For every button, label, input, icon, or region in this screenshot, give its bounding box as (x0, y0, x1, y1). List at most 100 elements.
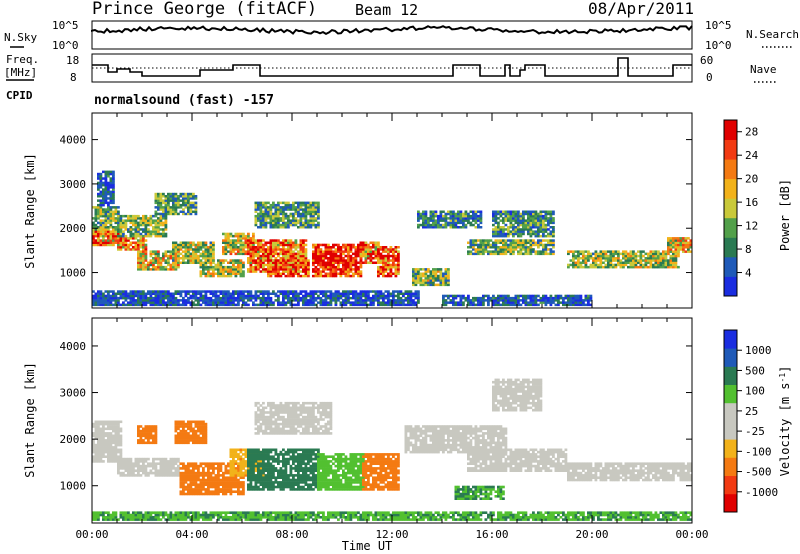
range-gate-cell (147, 230, 150, 233)
range-gate-cell (254, 254, 258, 258)
range-gate-cell (322, 254, 325, 258)
range-gate-cell (117, 467, 120, 470)
range-gate-cell (272, 217, 275, 220)
range-gate-cell (162, 474, 165, 477)
range-gate-cell (684, 241, 688, 244)
range-gate-cell (569, 250, 573, 253)
range-gate-cell (219, 303, 223, 307)
range-gate-cell (674, 252, 678, 256)
range-gate-cell (267, 301, 270, 304)
range-gate-cell (319, 270, 323, 273)
range-gate-cell (289, 254, 293, 258)
range-gate-cell (129, 214, 133, 218)
range-gate-cell (142, 246, 145, 249)
range-gate-cell (224, 268, 228, 271)
range-gate-cell (144, 248, 148, 251)
range-gate-cell (317, 274, 320, 278)
range-gate-cell (239, 268, 243, 271)
range-gate-cell (532, 248, 535, 251)
range-gate-cell (689, 241, 693, 244)
range-gate-cell (372, 252, 375, 256)
range-gate-cell (224, 243, 228, 247)
range-gate-cell (252, 243, 255, 247)
range-gate-cell (157, 261, 160, 264)
range-gate-cell (142, 429, 145, 433)
range-gate-cell (314, 246, 318, 249)
range-gate-cell (357, 254, 360, 258)
range-gate-cell (507, 226, 510, 229)
range-gate-cell (262, 248, 265, 251)
range-gate-cell (107, 206, 110, 209)
range-gate-cell (537, 221, 540, 225)
range-gate-cell (267, 265, 270, 269)
range-gate-cell (292, 241, 295, 244)
range-gate-cell (202, 272, 205, 275)
range-gate-cell (247, 252, 250, 256)
range-gate-cell (524, 250, 528, 253)
range-gate-cell (574, 257, 578, 260)
range-gate-cell (447, 281, 450, 284)
range-gate-cell (177, 469, 180, 472)
range-gate-cell (504, 301, 508, 304)
range-gate-cell (274, 239, 278, 242)
power-colorbar-tick-label: 20 (745, 173, 758, 186)
range-gate-cell (234, 296, 238, 300)
range-gate-cell (147, 234, 150, 238)
range-gate-cell (342, 292, 345, 295)
range-gate-cell (214, 299, 218, 302)
y-tick-label: 4000 (60, 134, 87, 147)
range-gate-cell (294, 303, 298, 307)
range-gate-cell (387, 261, 390, 264)
range-gate-cell (519, 248, 523, 251)
range-gate-cell (584, 257, 588, 260)
range-gate-cell (224, 290, 228, 293)
range-gate-cell (424, 270, 428, 273)
range-gate-cell (662, 252, 665, 256)
range-gate-cell (452, 221, 455, 225)
range-gate-cell (177, 206, 180, 209)
range-gate-cell (514, 212, 518, 216)
range-gate-cell (317, 296, 320, 300)
range-gate-cell (237, 239, 240, 242)
range-gate-cell (387, 250, 390, 253)
range-gate-cell (194, 248, 198, 251)
range-gate-cell (184, 195, 188, 198)
range-gate-cell (202, 270, 205, 273)
range-gate-cell (179, 192, 183, 196)
range-gate-cell (442, 226, 445, 229)
range-gate-cell (157, 199, 160, 202)
range-gate-cell (169, 250, 173, 253)
range-gate-cell (99, 446, 103, 449)
range-gate-cell (269, 221, 273, 225)
range-gate-cell (279, 252, 283, 256)
range-gate-cell (187, 212, 190, 216)
range-gate-cell (314, 212, 318, 216)
range-gate-cell (284, 248, 288, 251)
range-gate-cell (159, 301, 163, 304)
range-gate-cell (287, 292, 290, 295)
range-gate-cell (289, 290, 293, 293)
range-gate-cell (497, 248, 500, 251)
range-gate-cell (504, 296, 508, 300)
range-gate-cell (647, 257, 650, 260)
range-gate-cell (109, 192, 113, 196)
range-gate-cell (104, 228, 108, 231)
range-gate-cell (234, 234, 238, 238)
range-gate-cell (497, 226, 500, 229)
range-gate-cell (162, 210, 165, 213)
range-gate-cell (332, 268, 335, 271)
range-gate-cell (199, 294, 203, 298)
range-gate-cell (259, 248, 263, 251)
range-gate-cell (117, 441, 120, 445)
range-gate-cell (452, 219, 455, 222)
range-gate-cell (109, 223, 113, 227)
range-gate-cell (479, 217, 483, 220)
range-gate-cell (544, 303, 548, 307)
range-gate-cell (252, 294, 255, 298)
range-gate-cell (112, 294, 115, 298)
range-gate-cell (187, 248, 190, 251)
range-gate-cell (469, 239, 473, 242)
range-gate-cell (252, 232, 255, 236)
range-gate-cell (534, 221, 538, 225)
range-gate-cell (112, 188, 115, 191)
